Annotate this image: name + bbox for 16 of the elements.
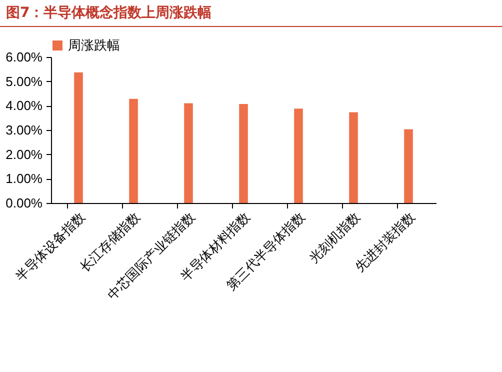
bar bbox=[404, 129, 413, 203]
y-tick-label: 0.00% bbox=[6, 196, 43, 210]
legend-label: 周涨跌幅 bbox=[68, 38, 120, 54]
y-tick-label: 2.00% bbox=[6, 146, 43, 162]
y-tick-label: 4.00% bbox=[6, 98, 43, 114]
bar bbox=[294, 108, 303, 203]
y-tick-label: 3.00% bbox=[6, 122, 43, 138]
chart-title: 图7：半导体概念指数上周涨跌幅 bbox=[6, 4, 212, 22]
bar bbox=[74, 72, 83, 203]
bar bbox=[349, 112, 358, 203]
y-tick-label: 1.00% bbox=[6, 171, 43, 186]
bar bbox=[239, 104, 248, 203]
y-tick-label: 5.00% bbox=[6, 74, 43, 89]
bar bbox=[129, 98, 138, 203]
y-tick-label: 6.00% bbox=[6, 50, 43, 64]
bar bbox=[184, 103, 193, 203]
